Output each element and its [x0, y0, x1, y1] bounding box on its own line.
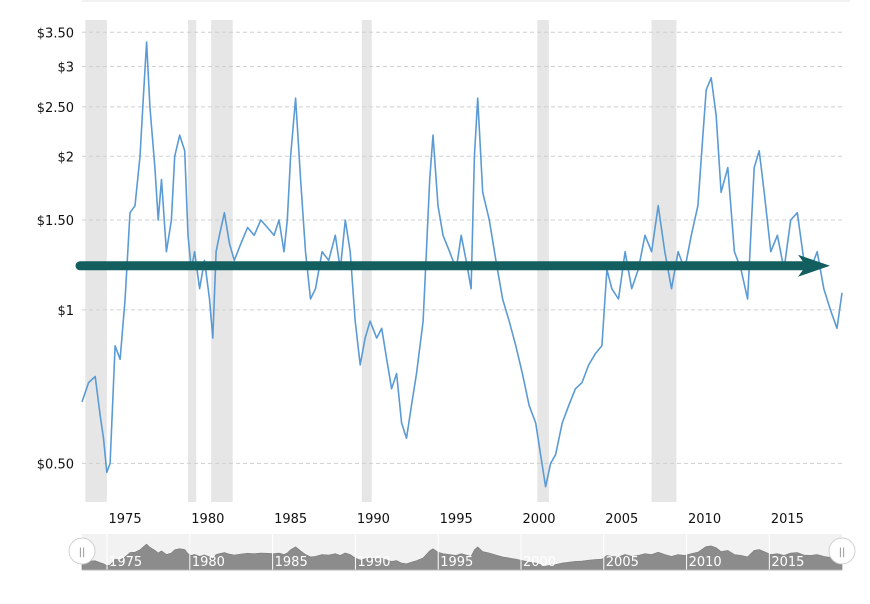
y-axis-labels: $0.50 $1 $1.50 $2 $2.50 $3 $3.50: [37, 26, 74, 472]
navigator-tick-label: 2010: [689, 555, 722, 570]
trend-arrow-head: [798, 254, 830, 277]
x-axis-labels: 1975 1980 1985 1990 1995 2000 2005 2010 2015: [109, 512, 804, 527]
navigator-left-handle-grip: ||: [79, 547, 86, 558]
navigator-right-handle-grip: ||: [839, 547, 846, 558]
navigator-tick-label: 1995: [440, 555, 473, 570]
x-tick-label: 2005: [605, 512, 638, 527]
x-tick-label: 1980: [191, 512, 224, 527]
grid-lines: [82, 0, 850, 464]
navigator-area: [81, 543, 843, 571]
recession-band-0: [85, 20, 107, 502]
navigator-tick-label: 2015: [771, 555, 804, 570]
navigator-tick-label: 2000: [523, 555, 556, 570]
recession-band-2: [211, 20, 233, 502]
y-tick-label: $1.50: [37, 214, 74, 229]
recession-bands: [85, 20, 677, 502]
x-tick-label: 2000: [522, 512, 555, 527]
range-navigator[interactable]: 1975 1980 1985 1990 1995 2000 2005 2010 2015 || ||: [68, 534, 856, 571]
recession-band-3: [361, 20, 372, 502]
navigator-tick-label: 1980: [192, 555, 225, 570]
y-tick-label: $1: [57, 304, 74, 319]
x-tick-label: 1990: [357, 512, 390, 527]
trend-arrow: [75, 254, 830, 277]
navigator-tick-label: 1985: [275, 555, 308, 570]
y-tick-label: $3.50: [37, 26, 74, 41]
y-tick-label: $2.50: [37, 101, 74, 116]
x-tick-label: 1975: [109, 512, 142, 527]
recession-band-5: [651, 20, 677, 502]
navigator-left-handle[interactable]: [68, 537, 96, 565]
price-line-0: [81, 41, 843, 488]
navigator-tick-label: 2005: [606, 555, 639, 570]
navigator-tick-label: 1975: [109, 555, 142, 570]
x-tick-label: 2010: [688, 512, 721, 527]
y-tick-label: $0.50: [37, 457, 74, 472]
series-lines: [81, 41, 843, 488]
navigator-right-handle[interactable]: [828, 537, 856, 565]
recession-band-4: [537, 20, 549, 502]
x-tick-label: 1985: [274, 512, 307, 527]
x-tick-label: 1995: [440, 512, 473, 527]
navigator-tick-label: 1990: [357, 555, 390, 570]
x-tick-label: 2015: [771, 512, 804, 527]
y-tick-label: $2: [57, 150, 74, 165]
y-tick-label: $3: [57, 60, 74, 75]
